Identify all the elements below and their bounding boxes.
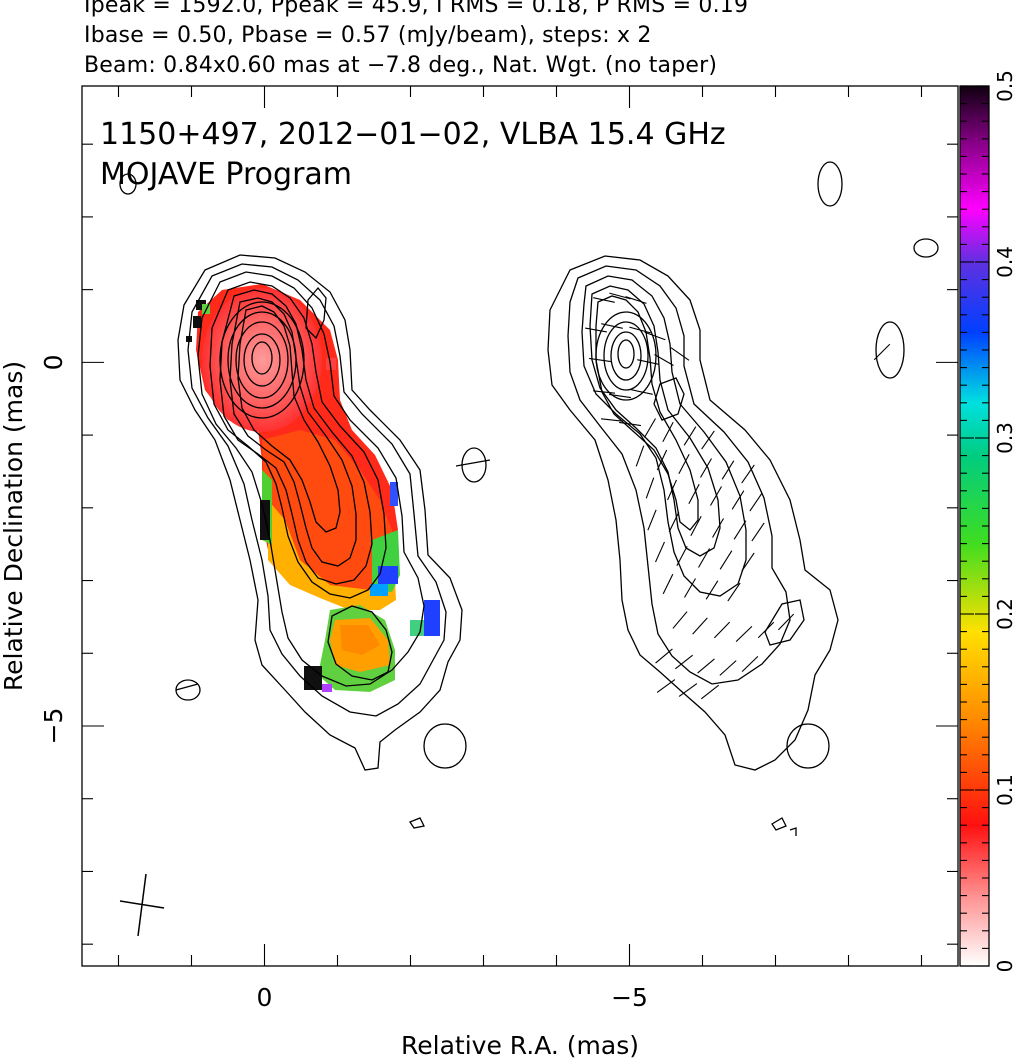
polarization-vector xyxy=(741,552,755,572)
polarization-vector xyxy=(678,683,698,697)
polarization-vector xyxy=(655,541,665,563)
polarization-vector xyxy=(692,617,708,635)
polarization-vector xyxy=(777,613,795,631)
colorbar-tick-label: 0.4 xyxy=(993,246,1017,278)
polarization-vector xyxy=(690,516,702,536)
polarization-vector xyxy=(705,580,719,600)
polarization-vector xyxy=(700,458,712,478)
polarization-vector xyxy=(700,684,720,700)
colorbar-tick-label: 0.3 xyxy=(993,422,1017,454)
polarization-vector xyxy=(751,522,765,542)
polarization-vector xyxy=(683,426,697,446)
polarization-color-map xyxy=(186,284,440,692)
polarization-vector xyxy=(719,660,737,676)
polarization-vector xyxy=(593,390,615,394)
polarization-vector xyxy=(701,430,715,450)
polarization-vector xyxy=(656,449,668,471)
polarization-vector xyxy=(631,389,653,395)
polarization-vector xyxy=(731,490,745,510)
polarization-vector xyxy=(713,621,731,639)
polarization-vector xyxy=(735,625,753,643)
plot-frame xyxy=(81,85,959,967)
polarization-vector xyxy=(733,520,747,540)
polarization-vector xyxy=(637,359,659,365)
polarization-vector xyxy=(601,323,623,329)
axis-ticks xyxy=(82,86,958,966)
polarization-vector xyxy=(609,292,631,300)
polarization-vector xyxy=(672,611,688,629)
polarization-vector xyxy=(684,578,696,598)
intensity-contours-left xyxy=(119,173,491,829)
polarization-vector xyxy=(635,445,645,467)
polarization-vector xyxy=(698,548,710,568)
polarization-vector xyxy=(873,343,891,361)
colorbar-tick-label: 0 xyxy=(993,960,1017,973)
polarization-vector xyxy=(749,492,763,512)
header-line-1: Ipeak = 1592.0, Ppeak = 45.9, I RMS = 0.… xyxy=(84,0,749,18)
polarization-vector xyxy=(674,654,694,670)
polarization-vector xyxy=(655,648,673,664)
polarization-vector xyxy=(644,331,666,341)
polarization-vector xyxy=(654,354,674,366)
x-tick-label: 0 xyxy=(257,983,273,1012)
beam-marker xyxy=(119,873,165,937)
polarization-vector xyxy=(601,418,623,422)
chart-subtitle: MOJAVE Program xyxy=(100,157,352,192)
y-axis-label: Relative Declination (mas) xyxy=(0,361,28,691)
polarization-vector xyxy=(721,460,735,480)
polarization-vector xyxy=(609,393,631,399)
colorbar-tick-label: 0.5 xyxy=(993,70,1017,102)
polarization-vector xyxy=(585,327,607,333)
header-line-3: Beam: 0.84x0.60 mas at −7.8 deg., Nat. W… xyxy=(84,53,718,78)
y-tick-label: −5 xyxy=(39,708,68,745)
chart-title: 1150+497, 2012−01−02, VLBA 15.4 GHz xyxy=(100,117,726,152)
polarization-vector xyxy=(644,418,656,438)
polarization-vector xyxy=(697,658,715,674)
polarization-vector xyxy=(647,509,657,531)
polarization-vector xyxy=(662,422,674,442)
polarization-vector xyxy=(589,357,611,363)
polarization-vector xyxy=(619,421,641,427)
polarization-vector xyxy=(727,582,741,602)
polarization-vector xyxy=(688,484,700,504)
polarization-vector xyxy=(593,297,615,303)
colorbar-tick-label: 0.2 xyxy=(993,598,1017,630)
polarization-vector xyxy=(645,477,655,499)
polarization-vector xyxy=(670,347,690,361)
axis-tick-labels: 0 −5 0 −5 xyxy=(39,354,648,1012)
polarization-vector xyxy=(629,326,651,334)
intensity-contours-right xyxy=(547,161,939,836)
polarization-vector xyxy=(662,573,674,595)
x-tick-label: −5 xyxy=(611,983,648,1012)
polarization-vector xyxy=(625,296,647,304)
polarization-vector xyxy=(667,479,677,501)
polarization-vector xyxy=(676,546,688,566)
polarization-vector xyxy=(710,486,722,506)
colorbar-ticks xyxy=(960,85,989,967)
polarization-vector xyxy=(668,511,680,533)
polarization-vector xyxy=(741,655,759,673)
x-axis-label: Relative R.A. (mas) xyxy=(401,1031,639,1060)
polarization-vector xyxy=(741,464,755,484)
polarization-vector xyxy=(656,679,676,693)
polarization-vector xyxy=(712,518,724,538)
polarization-vector xyxy=(757,621,775,639)
header-line-2: Ibase = 0.50, Pbase = 0.57 (mJy/beam), s… xyxy=(84,23,652,48)
colorbar-tick-label: 0.1 xyxy=(993,774,1017,806)
polarization-vector xyxy=(678,454,690,474)
colorbar-tick-labels: 0 0.1 0.2 0.3 0.4 0.5 xyxy=(993,70,1017,972)
polarization-vectors xyxy=(585,292,891,700)
y-tick-label: 0 xyxy=(39,354,68,370)
polarization-vector xyxy=(719,550,733,570)
